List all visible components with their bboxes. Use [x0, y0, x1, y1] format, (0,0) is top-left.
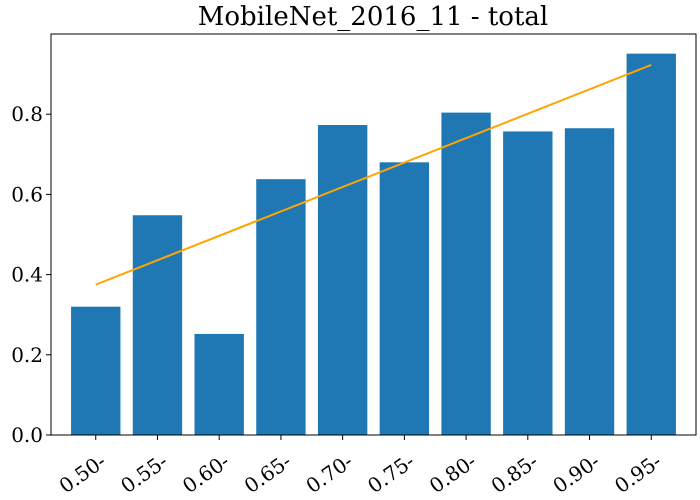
y-tick-label: 0.8 [11, 102, 43, 126]
y-tick-label: 0.6 [11, 182, 43, 206]
trend-line [95, 63, 652, 286]
x-tick-label: 0.50- [55, 449, 111, 498]
x-tick-label: 0.80- [425, 449, 481, 498]
x-tick-label: 0.70- [301, 449, 357, 498]
bar-050 [71, 306, 121, 435]
x-tick-label: 0.75- [363, 449, 419, 498]
bars-group [71, 53, 676, 436]
trend-group [95, 63, 652, 286]
bar-055 [132, 215, 183, 435]
x-tick-label: 0.65- [240, 449, 296, 498]
y-tick-label: 0.0 [11, 423, 43, 447]
y-tick-label: 0.2 [11, 343, 43, 367]
x-tick-label: 0.90- [548, 449, 604, 498]
x-tick-label: 0.60- [178, 449, 234, 498]
bar-085 [503, 131, 553, 435]
x-tick-label: 0.55- [116, 449, 172, 498]
bar-060 [194, 333, 244, 435]
x-tick-label: 0.95- [610, 449, 666, 498]
bar-075 [379, 162, 430, 435]
x-tick-label: 0.85- [487, 449, 543, 498]
axes-group [50, 33, 697, 436]
bar-080 [441, 112, 491, 435]
bar-065 [256, 179, 306, 435]
bar-095 [626, 53, 676, 436]
chart-title: MobileNet_2016_11 - total [198, 2, 548, 32]
bar-070 [317, 125, 368, 435]
bar-090 [564, 128, 615, 436]
plot-frame [50, 33, 697, 436]
y-tick-label: 0.4 [11, 263, 43, 287]
